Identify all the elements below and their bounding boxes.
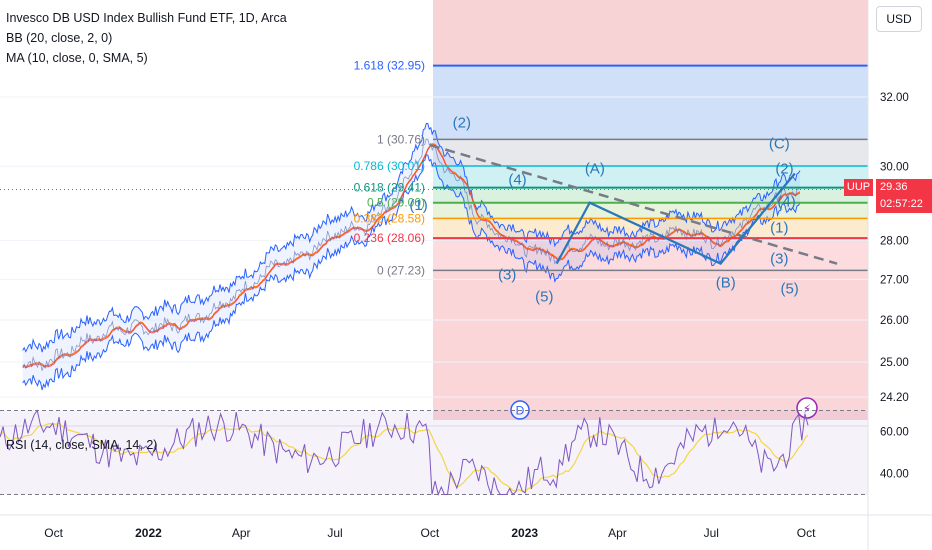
fib-label-0.236: 0.236 (28.06) (354, 231, 425, 245)
y-tick-label: 28.00 (880, 235, 909, 247)
wave-label: (3) (498, 266, 516, 283)
wave-label: (1) (409, 197, 427, 214)
y-tick-label: 24.20 (880, 392, 909, 404)
wave-label: (1) (770, 220, 788, 237)
fib-zone-1 (433, 139, 868, 166)
fib-zone-top (433, 0, 868, 66)
fibonacci-lines: 1.618 (32.95) 1 (30.76) 0.786 (30.01) 0.618… (0, 59, 868, 277)
fib-label-0: 0 (27.23) (377, 263, 425, 277)
wave-label: (4) (777, 193, 795, 210)
rsi-pane: RSI (14, close, SMA, 14, 2) 60.00 40.00 (0, 409, 909, 497)
fib-label-0.786: 0.786 (30.01) (354, 159, 425, 173)
earnings-badge: ⚡ (796, 397, 818, 419)
wave-label: (5) (780, 280, 798, 297)
chart-title: Invesco DB USD Index Bullish Fund ETF, 1… (6, 11, 287, 25)
fib-label-1.618: 1.618 (32.95) (354, 59, 425, 73)
svg-text:⚡: ⚡ (803, 402, 811, 416)
fib-zone-0.236 (433, 238, 868, 271)
wave-label: (2) (775, 160, 793, 177)
wave-label: (5) (535, 289, 553, 306)
fibonacci-zones (433, 0, 868, 420)
chart-legend: Invesco DB USD Index Bullish Fund ETF, 1… (6, 8, 287, 68)
fib-label-0.382: 0.382 (28.58) (354, 211, 425, 225)
x-tick-label: Oct (797, 526, 816, 540)
rsi-line (0, 409, 809, 497)
rsi-band (0, 410, 868, 495)
x-tick-label: Apr (232, 526, 251, 540)
x-tick-label: Jul (704, 526, 719, 540)
y-tick-label: 30.00 (880, 161, 909, 173)
currency-button[interactable]: USD (876, 6, 922, 32)
fib-label-0.5: 0.5 (29.00) (367, 196, 425, 210)
wave-label: (3) (770, 251, 788, 268)
bb-upper (22, 122, 801, 353)
rsi-y-tick: 60.00 (880, 427, 909, 439)
price-series (22, 138, 801, 371)
abc-wave-path (555, 172, 796, 265)
y-tick-label: 26.00 (880, 315, 909, 327)
countdown-label: 02:57:22 (876, 196, 932, 213)
y-tick-label: 27.00 (880, 274, 909, 286)
fib-zone-1.618 (433, 65, 868, 140)
y-tick-label: 25.00 (880, 357, 909, 369)
price-lines (22, 138, 801, 371)
x-tick-label: Oct (44, 526, 63, 540)
x-tick-label: Apr (608, 526, 627, 540)
wave-label: (A) (585, 160, 605, 177)
fib-label-0.618: 0.618 (29.41) (354, 181, 425, 195)
x-tick-label: Jul (327, 526, 342, 540)
wave-label: (C) (769, 136, 790, 153)
last-price-label: 29.36 (876, 179, 932, 196)
wave-label: (2) (453, 115, 471, 132)
rsi-y-tick: 40.00 (880, 469, 909, 481)
fib-zone-bottom (433, 270, 868, 420)
rsi-ma-line (0, 422, 809, 493)
y-tick-label: 32.00 (880, 92, 909, 104)
bb-lower (22, 154, 801, 391)
rsi-label: RSI (14, close, SMA, 14, 2) (6, 438, 157, 452)
wave-label: (4) (508, 171, 526, 188)
symbol-price-tag: UUP (844, 179, 873, 196)
ma-indicator-label[interactable]: MA (10, close, 0, SMA, 5) (6, 51, 148, 65)
fib-zone-0.618 (433, 187, 868, 203)
wave-label: (B) (716, 274, 736, 291)
x-tick-label: Oct (421, 526, 440, 540)
bollinger-bands (22, 122, 801, 391)
x-tick-label: 2022 (135, 526, 162, 540)
wave-annotations: (1)(2)(3)(4)(5)(A)(B)(C)(1)(2)(3)(4)(5)D… (409, 115, 838, 420)
bb-indicator-label[interactable]: BB (20, close, 2, 0) (6, 31, 113, 45)
fib-label-1: 1 (30.76) (377, 132, 425, 146)
bb-fill (22, 123, 800, 390)
ma-line (22, 144, 801, 369)
trendline (429, 143, 838, 265)
x-tick-label: 2023 (511, 526, 538, 540)
fib-zone-0.382 (433, 218, 868, 239)
fib-zone-0.786 (433, 165, 868, 188)
